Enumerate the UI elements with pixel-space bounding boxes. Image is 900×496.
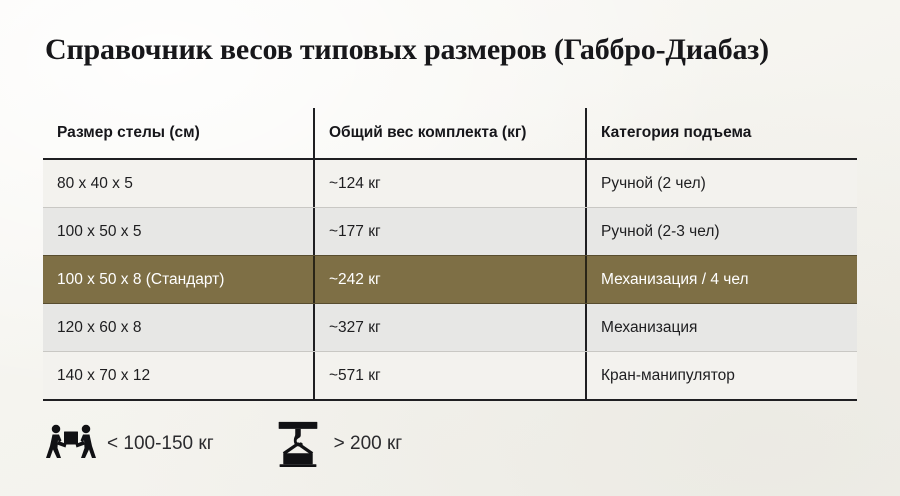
legend-label-manual: < 100-150 кг	[107, 433, 214, 454]
cell-size: 140 x 70 x 12	[57, 366, 151, 384]
column-divider-2	[585, 108, 587, 158]
column-divider-2	[585, 352, 587, 399]
cell-category: Ручной (2-3 чел)	[601, 222, 720, 240]
column-divider-2	[585, 304, 587, 351]
column-header-weight: Общий вес комплекта (кг)	[329, 124, 527, 141]
legend-label-mechanized: > 200 кг	[333, 433, 403, 454]
legend-item-mechanized: > 200 кг	[272, 418, 403, 470]
two-people-carrying-box-icon	[45, 418, 97, 470]
cell-size: 80 x 40 x 5	[57, 174, 133, 192]
cell-category: Механизация	[601, 318, 698, 336]
page-title: Справочник весов типовых размеров (Габбр…	[45, 33, 769, 66]
column-divider-2	[585, 208, 587, 255]
cell-size: 120 x 60 x 8	[57, 318, 142, 336]
column-header-category: Категория подъема	[601, 124, 752, 141]
cell-category: Механизация / 4 чел	[601, 270, 749, 288]
table-row: 100 x 50 x 5 ~177 кг Ручной (2-3 чел)	[43, 207, 857, 255]
column-divider-1	[313, 208, 315, 255]
crane-hook-load-icon	[272, 418, 324, 470]
table-bottom-rule	[43, 399, 857, 401]
cell-weight: ~124 кг	[329, 174, 381, 192]
legend: < 100-150 кг	[45, 418, 402, 470]
cell-weight: ~242 кг	[329, 270, 381, 288]
cell-size: 100 x 50 x 5	[57, 222, 142, 240]
column-divider-1	[313, 108, 315, 158]
table-row: 140 x 70 x 12 ~571 кг Кран-манипулятор	[43, 351, 857, 399]
table-row: 120 x 60 x 8 ~327 кг Механизация	[43, 304, 857, 351]
cell-weight: ~177 кг	[329, 222, 381, 240]
weight-reference-table: Размер стелы (см) Общий вес комплекта (к…	[43, 108, 857, 401]
column-divider-2	[585, 256, 587, 303]
column-header-size: Размер стелы (см)	[57, 124, 200, 141]
table-row-highlighted-standard: 100 x 50 x 8 (Стандарт) ~242 кг Механиза…	[43, 255, 857, 304]
cell-category: Кран-манипулятор	[601, 366, 735, 384]
column-divider-1	[313, 352, 315, 399]
column-divider-1	[313, 256, 315, 303]
table-header-row: Размер стелы (см) Общий вес комплекта (к…	[43, 108, 857, 160]
cell-weight: ~571 кг	[329, 366, 381, 384]
column-divider-1	[313, 304, 315, 351]
legend-item-manual: < 100-150 кг	[45, 418, 214, 470]
cell-category: Ручной (2 чел)	[601, 174, 706, 192]
column-divider-2	[585, 160, 587, 207]
cell-size: 100 x 50 x 8 (Стандарт)	[57, 270, 225, 288]
table-row: 80 x 40 x 5 ~124 кг Ручной (2 чел)	[43, 160, 857, 207]
column-divider-1	[313, 160, 315, 207]
cell-weight: ~327 кг	[329, 318, 381, 336]
